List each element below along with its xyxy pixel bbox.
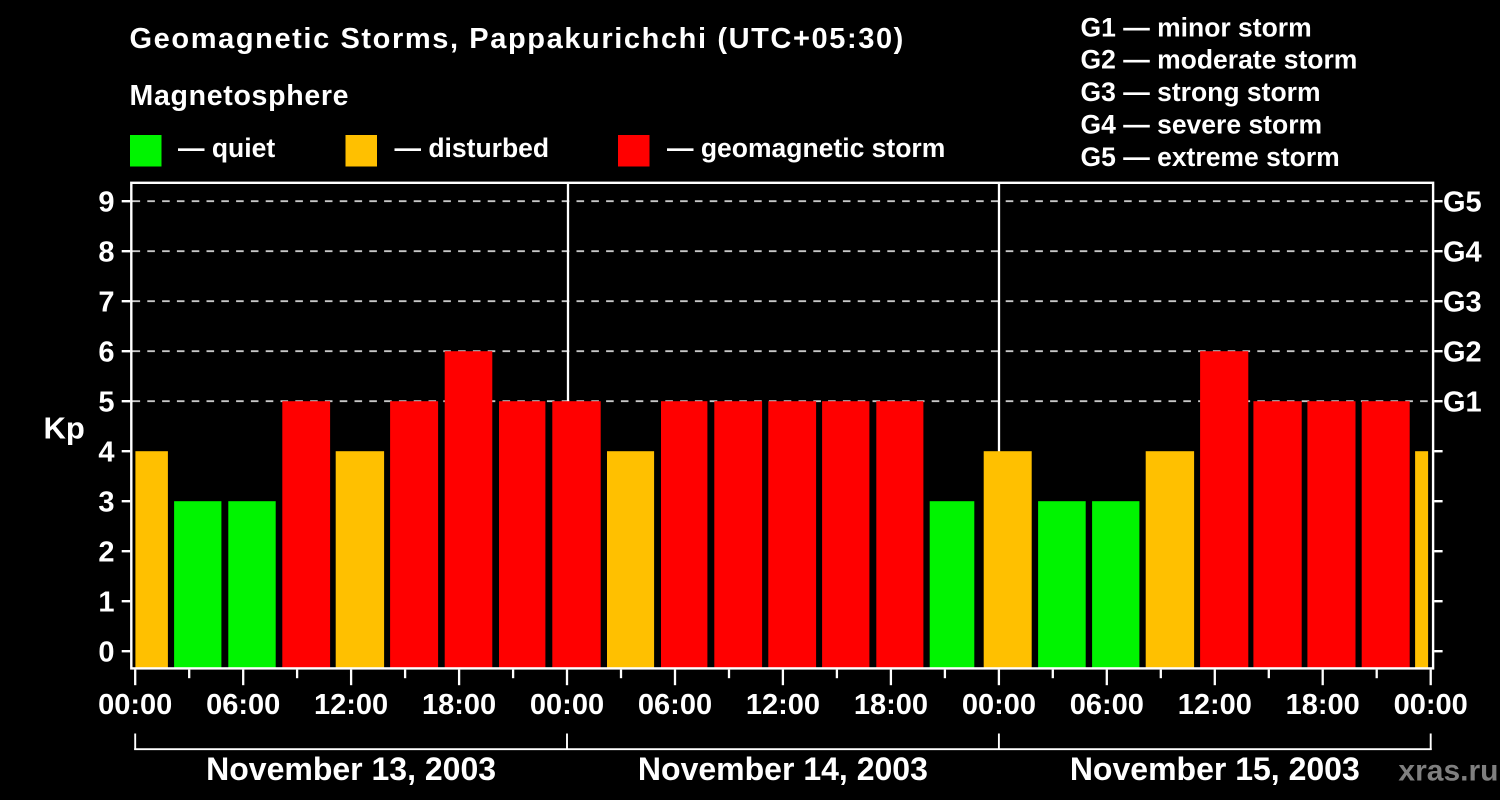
svg-text:G5 — extreme storm: G5 — extreme storm <box>1081 142 1340 172</box>
svg-text:18:00: 18:00 <box>422 689 496 721</box>
svg-text:3: 3 <box>98 487 114 519</box>
svg-text:12:00: 12:00 <box>314 689 388 721</box>
svg-text:06:00: 06:00 <box>1070 689 1144 721</box>
svg-text:00:00: 00:00 <box>98 689 172 721</box>
svg-text:5: 5 <box>98 387 114 419</box>
svg-text:— quiet: — quiet <box>178 133 275 163</box>
svg-text:Kp: Kp <box>44 410 85 445</box>
svg-text:— disturbed: — disturbed <box>395 133 550 163</box>
svg-text:G2: G2 <box>1443 337 1482 369</box>
svg-text:G1 — minor storm: G1 — minor storm <box>1081 12 1312 42</box>
svg-text:Magnetosphere: Magnetosphere <box>130 80 350 112</box>
svg-text:8: 8 <box>98 237 114 269</box>
svg-text:7: 7 <box>98 287 114 319</box>
svg-text:00:00: 00:00 <box>1394 689 1468 721</box>
svg-text:6: 6 <box>98 337 114 369</box>
svg-text:18:00: 18:00 <box>1286 689 1360 721</box>
svg-text:G3 — strong storm: G3 — strong storm <box>1081 77 1321 107</box>
svg-text:2: 2 <box>98 537 114 569</box>
svg-text:1: 1 <box>98 587 114 619</box>
svg-text:xras.ru: xras.ru <box>1398 755 1498 788</box>
svg-text:4: 4 <box>98 437 114 469</box>
svg-text:G3: G3 <box>1443 287 1482 319</box>
svg-text:G5: G5 <box>1443 187 1482 219</box>
svg-text:00:00: 00:00 <box>962 689 1036 721</box>
svg-text:G4: G4 <box>1443 237 1482 269</box>
svg-text:18:00: 18:00 <box>854 689 928 721</box>
svg-text:G4 — severe storm: G4 — severe storm <box>1081 110 1323 140</box>
svg-text:— geomagnetic storm: — geomagnetic storm <box>667 133 945 163</box>
svg-text:November 14, 2003: November 14, 2003 <box>638 751 928 787</box>
svg-text:12:00: 12:00 <box>746 689 820 721</box>
svg-text:00:00: 00:00 <box>530 689 604 721</box>
svg-text:9: 9 <box>98 187 114 219</box>
svg-text:06:00: 06:00 <box>638 689 712 721</box>
svg-text:12:00: 12:00 <box>1178 689 1252 721</box>
svg-text:G2 — moderate storm: G2 — moderate storm <box>1081 45 1358 75</box>
svg-text:0: 0 <box>98 637 114 669</box>
svg-text:06:00: 06:00 <box>206 689 280 721</box>
svg-text:Geomagnetic Storms, Pappakuric: Geomagnetic Storms, Pappakurichchi (UTC+… <box>130 23 905 55</box>
svg-text:November 15, 2003: November 15, 2003 <box>1070 751 1360 787</box>
svg-text:G1: G1 <box>1443 387 1482 419</box>
svg-text:November 13, 2003: November 13, 2003 <box>206 751 496 787</box>
